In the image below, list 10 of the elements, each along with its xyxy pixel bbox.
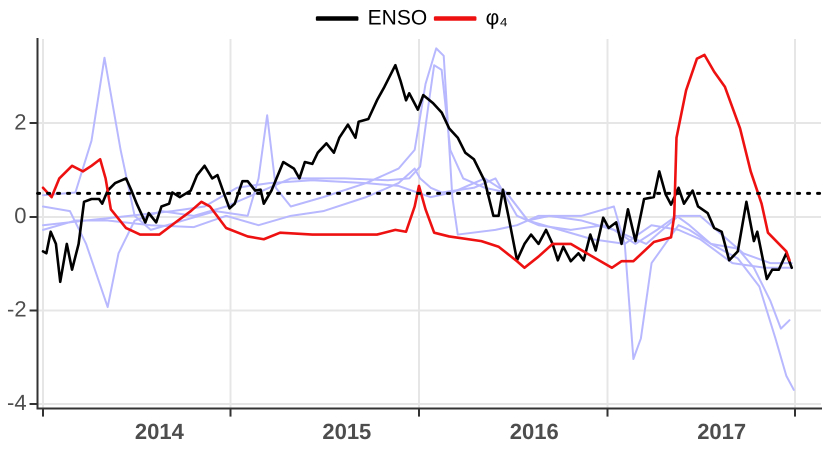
x-tick-label: 2014 xyxy=(134,418,185,444)
legend-label: φ₄ xyxy=(486,6,508,30)
legend-label: ENSO xyxy=(368,6,428,30)
x-tick-label: 2017 xyxy=(697,418,746,444)
y-tick-label: -2 xyxy=(7,296,27,322)
x-tick-label: 2015 xyxy=(322,418,372,444)
y-tick-label: 0 xyxy=(14,202,27,228)
x-tick-label: 2016 xyxy=(510,418,559,444)
y-tick-label: -4 xyxy=(7,390,27,415)
y-tick-label: 2 xyxy=(14,109,27,134)
